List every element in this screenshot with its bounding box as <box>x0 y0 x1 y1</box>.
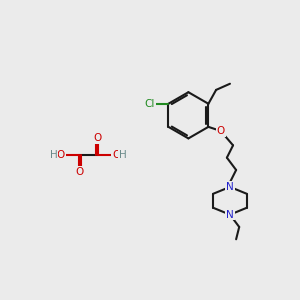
Text: O: O <box>112 150 120 160</box>
Text: O: O <box>56 150 65 160</box>
Text: N: N <box>226 210 234 220</box>
Text: O: O <box>75 167 83 177</box>
Text: Cl: Cl <box>145 99 155 109</box>
Text: O: O <box>217 127 225 136</box>
Text: H: H <box>119 150 127 160</box>
Text: O: O <box>93 134 102 143</box>
Text: N: N <box>226 182 234 192</box>
Text: H: H <box>50 150 58 160</box>
